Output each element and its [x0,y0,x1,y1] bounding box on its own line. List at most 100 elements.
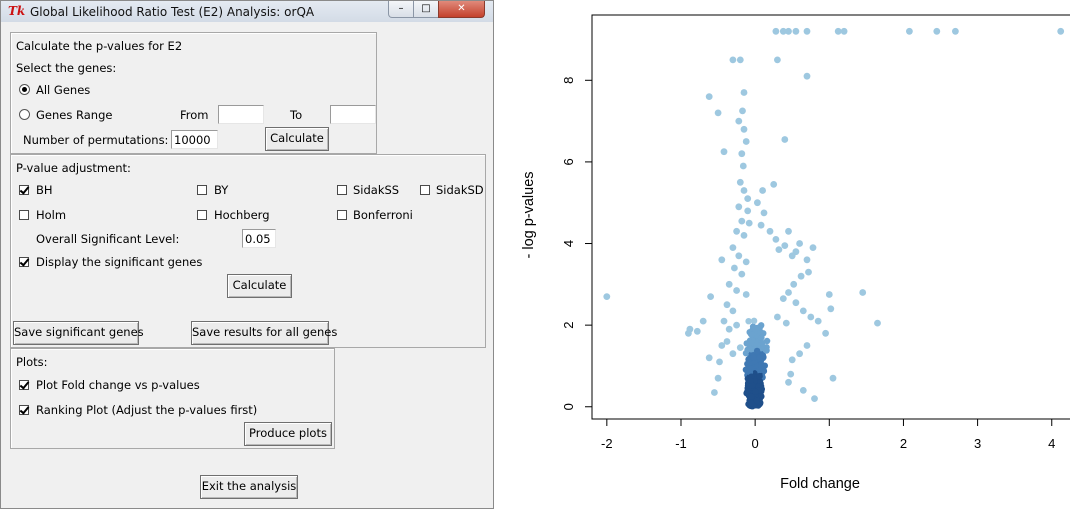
significance-level-input[interactable] [242,229,276,248]
scatter-point [756,354,763,362]
scatter-point [805,268,812,276]
scatter-point [699,317,707,325]
bh-label[interactable]: BH [36,183,53,197]
scatter-point [792,248,800,256]
calculate-adjusted-button[interactable]: Calculate [227,274,292,298]
scatter-point [766,227,774,235]
genes-range-radio[interactable] [19,109,30,120]
scatter-point [811,395,818,402]
produce-plots-button[interactable]: Produce plots [244,422,332,446]
scatter-point [729,350,737,358]
bh-checkbox[interactable] [19,185,29,195]
scatter-point [755,367,763,374]
calculate-pvalues-button[interactable]: Calculate [265,127,329,151]
sidaksd-checkbox[interactable] [420,185,430,195]
sidakss-label[interactable]: SidakSS [353,183,400,197]
hochberg-label[interactable]: Hochberg [214,208,270,222]
by-label[interactable]: BY [214,183,229,197]
scatter-point [742,258,750,266]
title-bar[interactable]: Tk Global Likelihood Ratio Test (E2) Ana… [1,1,493,22]
x-tick-label: 1 [826,436,833,451]
scatter-point [718,256,726,264]
all-genes-label[interactable]: All Genes [36,83,91,97]
close-button[interactable]: ✕ [438,1,485,18]
scatter-point [799,307,807,315]
display-significant-checkbox[interactable] [19,257,29,267]
tk-app-icon: Tk [8,4,26,18]
scatter-point [759,339,766,347]
scatter-point [754,324,761,332]
fold-change-plot-checkbox[interactable] [19,380,29,390]
scatter-point [1057,27,1065,35]
scatter-point [736,178,744,186]
scatter-point [763,337,771,345]
by-checkbox[interactable] [197,185,207,195]
fold-change-plot-label[interactable]: Plot Fold change vs p-values [36,378,200,392]
exit-analysis-button[interactable]: Exit the analysis [200,475,298,499]
save-significant-genes-button[interactable]: Save significant genes [13,321,144,345]
ranking-plot-label[interactable]: Ranking Plot (Adjust the p-values first) [36,403,258,417]
scatter-point [906,27,913,35]
scatter-point [735,117,743,125]
hochberg-checkbox[interactable] [197,210,207,220]
x-tick-label: 0 [752,436,759,451]
holm-checkbox[interactable] [19,210,29,220]
scatter-point [758,334,765,341]
all-genes-radio[interactable] [19,84,30,95]
calculate-frame [10,32,377,154]
scatter-point [742,291,750,298]
scatter-point [740,232,748,239]
scatter-point [779,295,787,302]
sidaksd-label[interactable]: SidakSD [436,183,484,197]
scatter-point [772,236,780,243]
scatter-point [803,27,811,35]
display-significant-label[interactable]: Display the significant genes [36,255,203,269]
scatter-point [744,195,752,203]
scatter-point [745,219,753,227]
scatter-point [603,293,611,300]
holm-label[interactable]: Holm [36,208,67,222]
scatter-point [740,187,748,194]
from-input[interactable] [218,105,264,124]
scatter-point [754,199,761,207]
permutations-input[interactable] [171,130,218,149]
scatter-point [859,289,867,296]
x-axis-title: Fold change [780,476,860,492]
scatter-point [686,325,694,333]
scatter-point [770,181,778,188]
scatter-point [827,305,835,313]
minimize-button[interactable]: – [388,1,414,18]
bonferroni-checkbox[interactable] [337,210,347,220]
bonferroni-label[interactable]: Bonferroni [353,208,413,222]
scatter-point [785,27,792,35]
scatter-point [756,378,764,385]
scatter-point [733,321,740,329]
ranking-plot-checkbox[interactable] [19,405,29,415]
scatter-point [757,362,765,369]
scatter-point [718,342,726,349]
scatter-point [753,347,761,355]
scatter-point [840,27,848,35]
scatter-point [756,372,763,380]
genes-range-label[interactable]: Genes Range [36,108,113,122]
scatter-point [742,138,750,145]
scatter-point [814,317,822,325]
scatter-point [748,399,755,407]
scatter-point [796,240,803,247]
scatter-point [740,89,748,96]
scatter-point [729,244,737,252]
scatter-point [725,325,733,333]
scatter-point [785,289,792,296]
scatter-point [731,264,738,272]
scatter-point [792,27,800,35]
scatter-point [744,207,752,215]
scatter-point [739,107,746,115]
maximize-button[interactable]: □ [413,1,439,18]
scatter-point [733,287,740,294]
sidakss-checkbox[interactable] [337,185,347,195]
scatter-point [748,331,755,338]
to-input[interactable] [330,105,376,124]
scatter-point [748,339,755,347]
maximize-icon: □ [421,3,431,14]
save-all-results-button[interactable]: Save results for all genes [191,321,337,345]
